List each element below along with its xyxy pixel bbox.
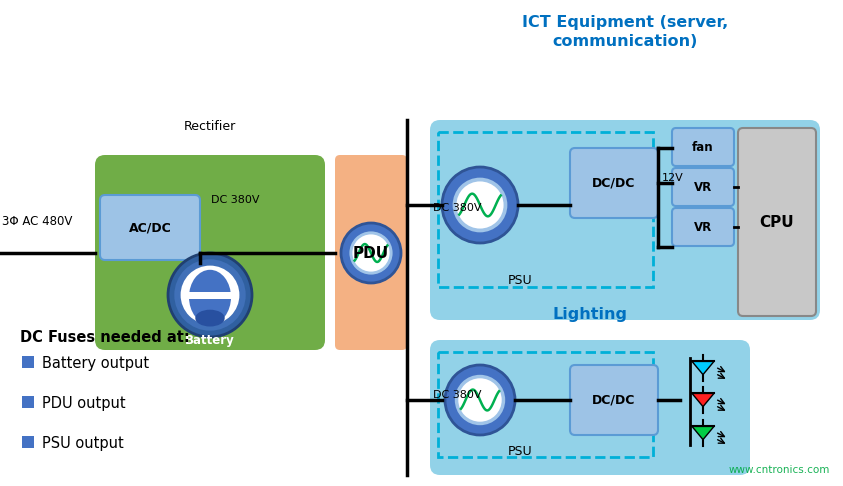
Circle shape bbox=[442, 167, 518, 243]
Text: DC 380V: DC 380V bbox=[433, 390, 481, 400]
Circle shape bbox=[341, 223, 401, 283]
Polygon shape bbox=[692, 362, 714, 375]
FancyBboxPatch shape bbox=[430, 120, 820, 320]
Text: AC/DC: AC/DC bbox=[129, 221, 171, 234]
Polygon shape bbox=[692, 393, 714, 407]
Bar bbox=[438, 132, 653, 287]
FancyBboxPatch shape bbox=[570, 365, 658, 435]
Circle shape bbox=[352, 234, 389, 272]
Text: PDU: PDU bbox=[353, 245, 389, 260]
FancyBboxPatch shape bbox=[100, 195, 200, 260]
Circle shape bbox=[456, 181, 503, 228]
Polygon shape bbox=[692, 426, 714, 440]
FancyBboxPatch shape bbox=[430, 340, 750, 475]
Text: Battery output: Battery output bbox=[42, 355, 149, 370]
Bar bbox=[189, 292, 231, 299]
FancyBboxPatch shape bbox=[570, 148, 658, 218]
Text: ICT Equipment (server,
communication): ICT Equipment (server, communication) bbox=[522, 15, 728, 49]
FancyBboxPatch shape bbox=[672, 168, 734, 206]
Text: Rectifier: Rectifier bbox=[184, 120, 236, 133]
Text: 3Φ AC 480V: 3Φ AC 480V bbox=[2, 215, 72, 228]
FancyBboxPatch shape bbox=[672, 208, 734, 246]
Bar bbox=[22, 436, 34, 448]
Text: PSU: PSU bbox=[507, 445, 532, 458]
Text: Lighting: Lighting bbox=[552, 307, 627, 322]
Text: PSU: PSU bbox=[507, 274, 532, 287]
Text: Battery: Battery bbox=[185, 333, 235, 347]
Text: DC Fuses needed at:: DC Fuses needed at: bbox=[20, 330, 190, 345]
Text: www.cntronics.com: www.cntronics.com bbox=[728, 465, 830, 475]
Text: CPU: CPU bbox=[760, 214, 794, 229]
FancyBboxPatch shape bbox=[738, 128, 816, 316]
Circle shape bbox=[459, 378, 502, 422]
Ellipse shape bbox=[189, 270, 231, 324]
Text: DC 380V: DC 380V bbox=[433, 203, 481, 213]
Text: DC 380V: DC 380V bbox=[211, 195, 260, 205]
FancyBboxPatch shape bbox=[335, 155, 407, 350]
Circle shape bbox=[168, 253, 252, 337]
Text: PSU output: PSU output bbox=[42, 435, 124, 451]
Text: DC/DC: DC/DC bbox=[593, 176, 636, 190]
Bar bbox=[438, 352, 653, 457]
Bar bbox=[22, 356, 34, 368]
Text: VR: VR bbox=[694, 180, 712, 193]
Circle shape bbox=[453, 178, 507, 232]
Text: 12V: 12V bbox=[662, 173, 684, 183]
Circle shape bbox=[445, 365, 515, 435]
Circle shape bbox=[349, 231, 393, 275]
Circle shape bbox=[180, 266, 239, 324]
FancyBboxPatch shape bbox=[672, 128, 734, 166]
Ellipse shape bbox=[196, 310, 225, 327]
Circle shape bbox=[175, 260, 245, 330]
Text: PDU output: PDU output bbox=[42, 396, 126, 411]
FancyBboxPatch shape bbox=[95, 155, 325, 350]
Text: VR: VR bbox=[694, 221, 712, 233]
Text: DC/DC: DC/DC bbox=[593, 394, 636, 406]
Bar bbox=[22, 396, 34, 408]
Text: fan: fan bbox=[692, 140, 714, 154]
Circle shape bbox=[455, 375, 505, 425]
